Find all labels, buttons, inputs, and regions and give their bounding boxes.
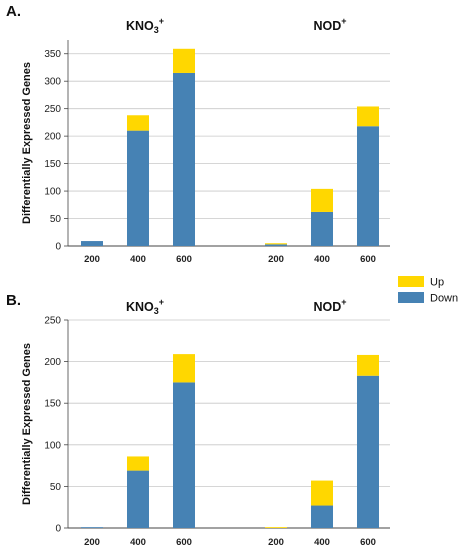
y-tick-label: 200 <box>44 357 61 368</box>
y-axis-label: Differentially Expressed Genes <box>21 62 33 224</box>
x-tick-label: 600 <box>176 537 192 548</box>
y-tick-label: 50 <box>50 482 62 493</box>
bar-down <box>265 244 287 246</box>
bar-down <box>311 211 333 246</box>
y-tick-label: 0 <box>55 524 61 535</box>
x-tick-label: 600 <box>176 254 192 265</box>
panel-letter: B. <box>6 292 21 309</box>
group-title: NOD+ <box>313 16 346 33</box>
legend-swatch-up <box>398 276 424 287</box>
y-tick-label: 150 <box>44 159 61 170</box>
bar-up <box>311 480 333 506</box>
y-tick-label: 300 <box>44 77 61 88</box>
bar-up <box>357 106 379 127</box>
legend-label: Down <box>430 293 458 305</box>
bar-down <box>127 130 149 246</box>
y-tick-label: 150 <box>44 399 61 410</box>
x-tick-label: 400 <box>314 537 330 548</box>
bar-up <box>127 115 149 131</box>
bar-up <box>357 354 379 376</box>
group-title: NOD+ <box>313 297 346 314</box>
bar-down <box>81 527 103 528</box>
chart-panel-a: A. KNO3+ NOD+ 0 50 100 150 200 250 300 350 Differen… <box>6 3 390 265</box>
bar-up <box>265 243 287 245</box>
bar-down <box>311 505 333 528</box>
y-tick-label: 250 <box>44 104 61 115</box>
bar-up <box>265 527 287 528</box>
bar-down <box>127 470 149 528</box>
y-tick-label: 350 <box>44 49 61 60</box>
y-axis-label: Differentially Expressed Genes <box>21 343 33 505</box>
legend: Up Down <box>398 276 458 305</box>
bar-up <box>127 456 149 471</box>
x-tick-label: 400 <box>130 254 146 265</box>
legend-label: Up <box>430 277 444 289</box>
bar-up <box>173 48 195 73</box>
x-tick-label: 200 <box>268 537 284 548</box>
bar-up <box>173 354 195 383</box>
bar-up <box>311 188 333 212</box>
bar-down <box>173 72 195 247</box>
bar-down <box>81 241 103 246</box>
group-title: KNO3+ <box>126 297 164 316</box>
group-title: KNO3+ <box>126 16 164 35</box>
panel-letter: A. <box>6 3 21 20</box>
x-tick-label: 200 <box>84 254 100 265</box>
y-tick-label: 250 <box>44 316 61 327</box>
x-tick-label: 600 <box>360 254 376 265</box>
chart-panel-b: B. KNO3+ NOD+ 0 50 100 150 200 250 Differentially… <box>6 292 390 548</box>
bar-down <box>357 375 379 528</box>
y-tick-label: 0 <box>55 242 61 253</box>
x-tick-label: 200 <box>84 537 100 548</box>
x-tick-label: 200 <box>268 254 284 265</box>
y-tick-label: 100 <box>44 187 61 198</box>
x-tick-label: 600 <box>360 537 376 548</box>
y-tick-label: 100 <box>44 440 61 451</box>
y-tick-label: 200 <box>44 132 61 143</box>
bar-down <box>173 382 195 528</box>
legend-swatch-down <box>398 292 424 303</box>
x-tick-label: 400 <box>130 537 146 548</box>
x-tick-label: 400 <box>314 254 330 265</box>
y-tick-label: 50 <box>50 214 62 225</box>
bar-down <box>357 126 379 246</box>
